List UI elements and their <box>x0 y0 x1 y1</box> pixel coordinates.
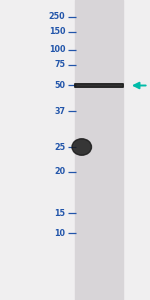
Text: 100: 100 <box>49 45 65 54</box>
Text: 37: 37 <box>54 106 65 116</box>
FancyBboxPatch shape <box>75 84 123 87</box>
Text: 20: 20 <box>54 167 65 176</box>
Text: 75: 75 <box>54 60 65 69</box>
Bar <box>75 0 123 300</box>
Text: 25: 25 <box>54 142 65 152</box>
Text: 15: 15 <box>54 208 65 217</box>
Text: 50: 50 <box>54 81 65 90</box>
Text: 250: 250 <box>49 12 65 21</box>
Ellipse shape <box>72 139 92 155</box>
Text: 150: 150 <box>49 27 65 36</box>
Text: 10: 10 <box>54 229 65 238</box>
